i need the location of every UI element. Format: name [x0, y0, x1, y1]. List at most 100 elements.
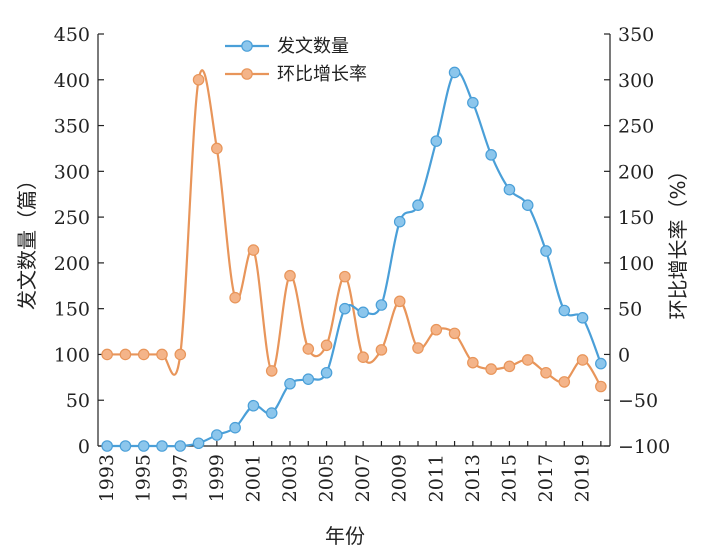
data-point-growth: [119, 348, 132, 361]
data-point-count: [595, 357, 607, 370]
data-point-count: [521, 199, 534, 212]
data-point-count: [229, 421, 241, 434]
data-point-growth: [284, 269, 296, 282]
data-point-growth: [320, 339, 333, 352]
legend-marker-growth: [241, 68, 253, 80]
x-tick-label: 1993: [96, 454, 118, 502]
series-markers: [101, 66, 607, 452]
left-y-tick-label: 50: [66, 390, 90, 412]
data-point-growth: [558, 376, 571, 388]
data-point-growth: [375, 344, 388, 356]
data-point-growth: [521, 354, 534, 366]
data-point-growth: [339, 270, 351, 283]
data-point-count: [174, 440, 187, 452]
data-point-count: [265, 407, 278, 419]
data-point-count: [412, 199, 424, 212]
right-y-tick-label: 0: [618, 344, 630, 366]
left-y-tick-label: 200: [54, 253, 90, 275]
x-tick-label: 2009: [389, 454, 411, 502]
right-y-tick-label: 50: [618, 299, 642, 321]
legend-label-count: 发文数量: [277, 36, 349, 57]
x-tick-label: 2007: [352, 454, 374, 502]
right-y-tick-label: 100: [618, 253, 654, 275]
right-y-tick-label: 200: [618, 161, 654, 183]
data-point-count: [540, 245, 552, 257]
data-point-growth: [192, 73, 205, 86]
data-point-growth: [229, 291, 241, 304]
data-point-count: [119, 440, 132, 452]
left-y-tick-label: 300: [54, 161, 90, 183]
x-tick-label: 2013: [462, 454, 484, 502]
right-y-tick-label: 250: [618, 116, 654, 138]
data-point-count: [137, 440, 150, 452]
right-y-tick-label: 300: [618, 70, 654, 92]
right-y-tick-label: −50: [618, 390, 658, 412]
data-point-growth: [393, 295, 406, 308]
data-point-count: [503, 183, 516, 196]
data-point-count: [302, 373, 315, 385]
data-point-count: [247, 399, 260, 412]
left-y-tick-label: 100: [54, 344, 90, 366]
right-y-tick-label: 350: [618, 24, 654, 46]
x-tick-label: 1995: [133, 454, 155, 502]
x-axis-title: 年份: [325, 524, 365, 548]
data-point-count: [192, 437, 205, 450]
data-point-growth: [467, 356, 479, 369]
data-point-growth: [357, 351, 369, 363]
data-point-growth: [576, 354, 589, 366]
x-tick-label: 2001: [242, 454, 264, 502]
data-point-count: [357, 306, 369, 319]
data-point-growth: [448, 327, 461, 340]
left-axis-title: 发文数量（篇）: [15, 170, 39, 310]
data-point-count: [375, 299, 388, 311]
left-y-tick-label: 0: [78, 436, 90, 458]
data-point-growth: [430, 323, 443, 336]
axes: [97, 34, 611, 447]
data-point-growth: [156, 348, 168, 361]
data-point-growth: [265, 365, 278, 377]
data-point-growth: [211, 142, 223, 155]
data-point-count: [339, 302, 351, 315]
data-point-growth: [485, 363, 497, 375]
right-axis-title: 环比增长率（%）: [666, 160, 690, 319]
left-y-tick-label: 250: [54, 207, 90, 229]
data-point-count: [284, 377, 296, 390]
series-line-count: [107, 70, 602, 448]
x-tick-label: 2019: [572, 454, 594, 502]
data-point-growth: [137, 348, 150, 361]
x-tick-label: 2017: [535, 454, 557, 502]
x-tick-label: 2015: [498, 454, 520, 502]
data-point-growth: [595, 380, 607, 393]
data-point-count: [576, 312, 589, 324]
x-tick-label: 1999: [206, 454, 228, 502]
data-point-growth: [247, 244, 260, 256]
data-point-count: [393, 215, 406, 228]
right-y-tick-label: 150: [618, 207, 654, 229]
data-point-growth: [174, 348, 187, 361]
legend-marker-count: [241, 40, 253, 52]
data-point-count: [485, 149, 497, 161]
legend-label-growth: 环比增长率: [277, 64, 367, 85]
data-point-count: [558, 304, 571, 317]
data-point-count: [320, 366, 333, 379]
left-y-tick-label: 350: [54, 116, 90, 138]
data-point-count: [430, 135, 443, 147]
x-tick-label: 1997: [169, 454, 191, 502]
x-tick-label: 2005: [316, 454, 338, 502]
left-y-tick-label: 150: [54, 299, 90, 321]
data-point-count: [156, 440, 168, 452]
data-point-growth: [503, 360, 516, 373]
data-point-count: [101, 440, 113, 452]
x-tick-label: 2011: [425, 454, 447, 502]
data-point-growth: [412, 342, 424, 354]
ticks: 0 50 100 150 200 250 300 350 400 450 −100 −50 0 50 100…: [54, 24, 670, 502]
data-point-count: [211, 429, 223, 441]
data-point-growth: [540, 366, 552, 379]
left-y-tick-label: 450: [54, 24, 90, 46]
data-point-growth: [101, 348, 113, 361]
data-point-count: [448, 66, 461, 79]
x-tick-label: 2003: [279, 454, 301, 502]
series-line-growth: [107, 69, 602, 388]
right-y-tick-label: −100: [618, 436, 670, 458]
